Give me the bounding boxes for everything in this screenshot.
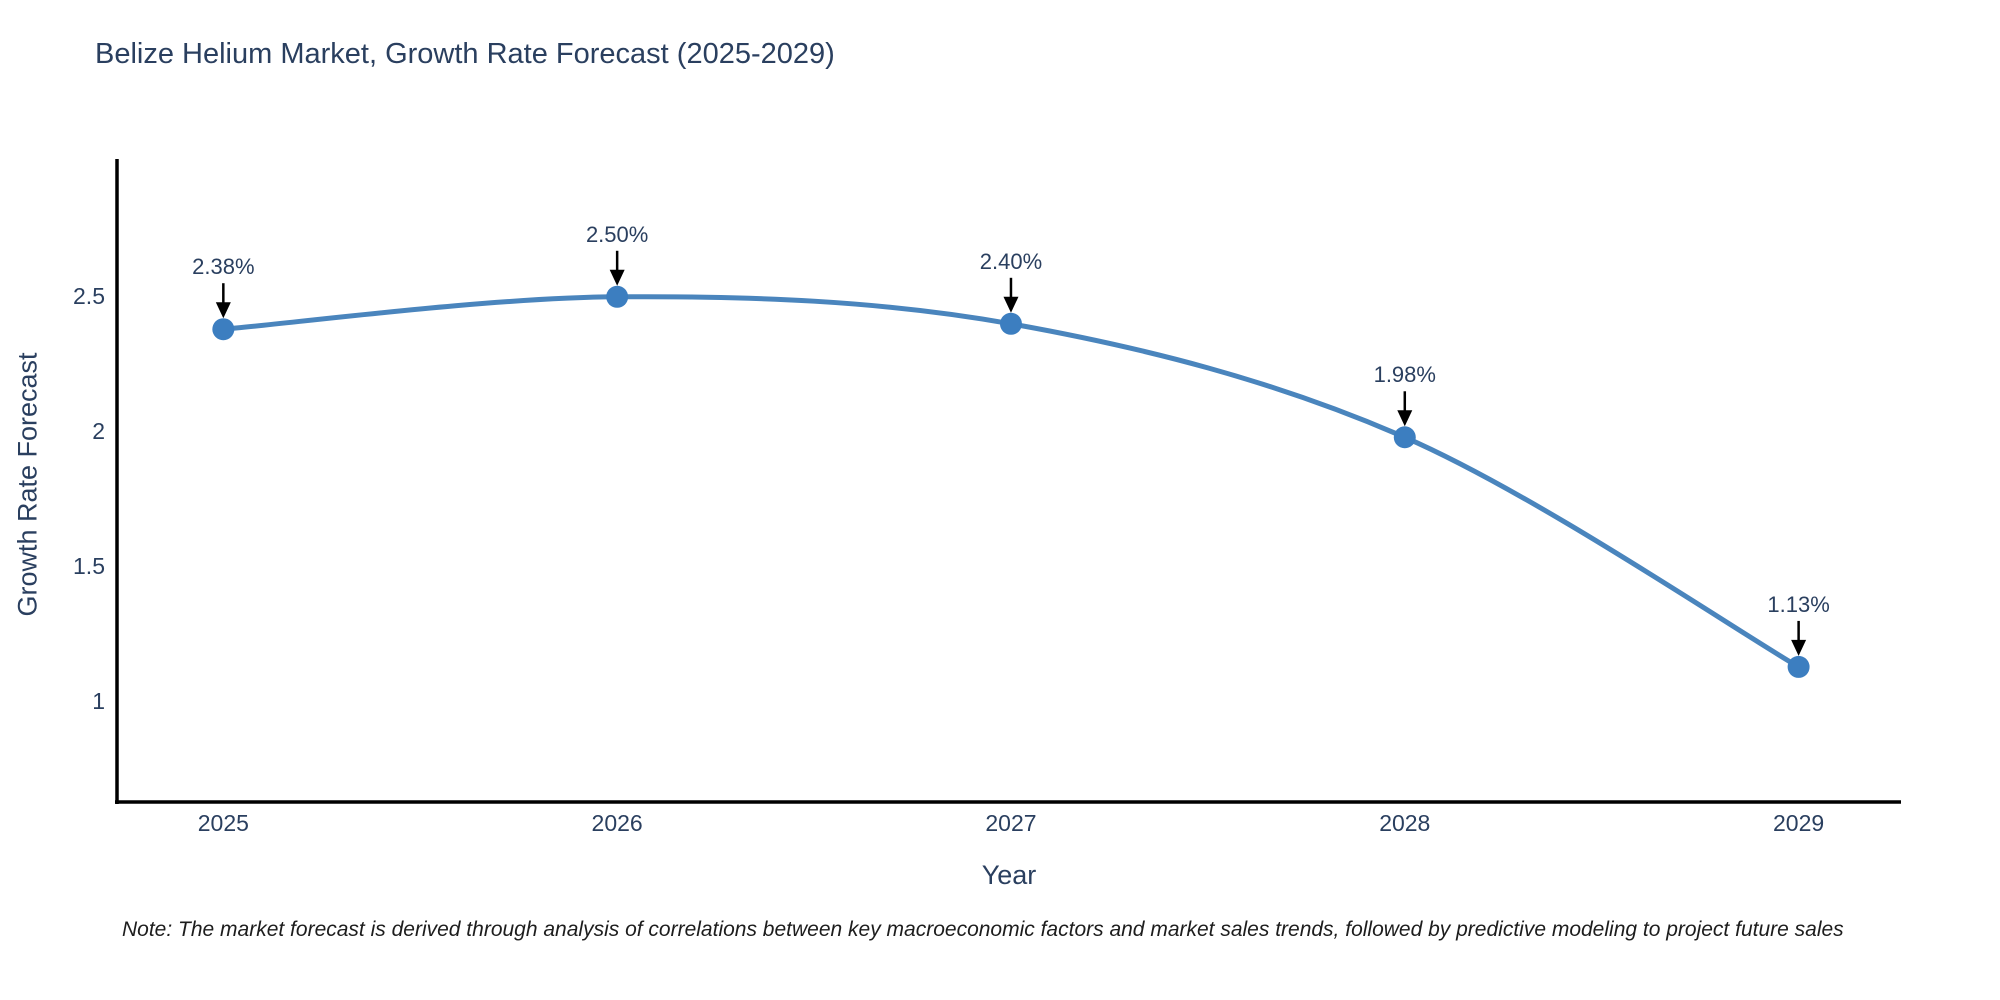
data-point-marker <box>212 318 235 341</box>
forecast-line <box>220 294 1802 670</box>
x-axis-title: Year <box>981 860 1037 890</box>
chart-title: Belize Helium Market, Growth Rate Foreca… <box>95 38 835 70</box>
y-tick-label: 1.5 <box>73 552 105 579</box>
x-tick-label: 2027 <box>985 810 1037 836</box>
annotation-arrowhead <box>215 302 231 319</box>
annotation-arrowhead <box>609 269 625 286</box>
y-tick-label: 2 <box>92 417 105 444</box>
footnote: Note: The market forecast is derived thr… <box>122 918 1844 941</box>
annotation-arrowhead <box>1397 410 1413 427</box>
x-tick-label: 2029 <box>1773 810 1825 836</box>
annotation-arrowhead <box>1791 639 1807 656</box>
y-tick-label: 1 <box>92 688 105 715</box>
data-point-marker <box>999 312 1022 335</box>
annotation-label: 1.13% <box>1767 591 1830 617</box>
annotation-label: 2.40% <box>979 248 1043 274</box>
annotation-label: 1.98% <box>1373 362 1436 388</box>
data-point-marker <box>1393 426 1416 449</box>
annotation-arrowhead <box>1003 296 1019 313</box>
data-point-marker <box>606 285 629 308</box>
x-tick-label: 2026 <box>591 810 643 836</box>
annotation-label: 2.50% <box>585 221 649 247</box>
annotation-label: 2.38% <box>192 254 255 280</box>
y-tick-label: 2.5 <box>73 282 105 309</box>
x-tick-label: 2028 <box>1379 810 1431 836</box>
data-point-marker <box>1787 655 1810 678</box>
x-tick-label: 2025 <box>197 810 249 836</box>
